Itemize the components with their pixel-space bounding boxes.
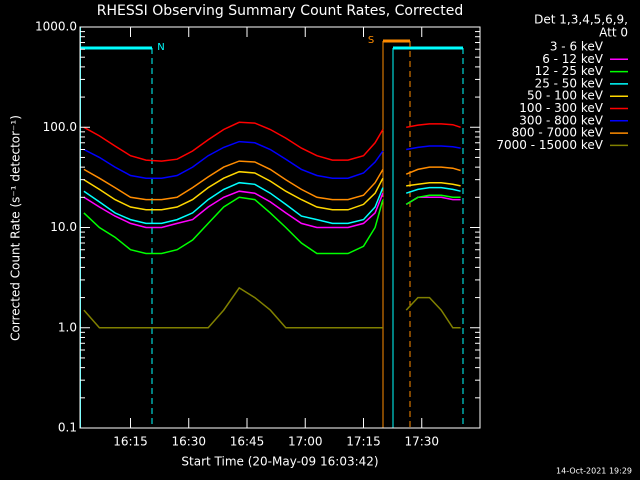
series-line (83, 194, 461, 255)
legend-label: 100 - 300 keV (519, 101, 603, 115)
annotation: N (157, 42, 164, 53)
y-tick-label: 1.0 (58, 320, 77, 334)
footer: 14-Oct-2021 19:29 (556, 467, 632, 476)
legend-header: Att 0 (599, 26, 628, 40)
legend-label: 3 - 6 keV (550, 40, 604, 54)
y-axis-label: Corrected Count Rate (s⁻¹ detector⁻¹) (9, 115, 23, 341)
series-line (83, 286, 461, 329)
x-tick-label: 17:30 (404, 435, 439, 449)
legend-label: 800 - 7000 keV (512, 126, 604, 140)
annotation: S (368, 35, 374, 46)
legend-header: Det 1,3,4,5,6,9, (534, 13, 628, 27)
y-tick-label: 100.0 (43, 120, 77, 134)
legend-label: 12 - 25 keV (535, 64, 604, 78)
y-tick-label: 10.0 (50, 220, 77, 234)
series-line (83, 170, 461, 211)
y-tick-label: 1000.0 (35, 20, 77, 34)
x-tick-label: 16:15 (113, 435, 148, 449)
series-line (83, 160, 461, 201)
y-tick-label: 0.1 (58, 421, 77, 435)
x-tick-label: 16:30 (171, 435, 206, 449)
legend-label: 300 - 800 keV (519, 113, 603, 127)
series-line (83, 181, 461, 225)
legend-label: 50 - 100 keV (527, 89, 604, 103)
legend-label: 6 - 12 keV (542, 52, 604, 66)
x-tick-label: 17:00 (288, 435, 323, 449)
series-line (83, 140, 461, 179)
chart-title: RHESSI Observing Summary Count Rates, Co… (97, 3, 463, 19)
x-tick-label: 16:45 (230, 435, 265, 449)
legend-label: 25 - 50 keV (535, 76, 604, 90)
series-line (83, 121, 461, 162)
legend-label: 7000 - 15000 keV (496, 138, 603, 152)
x-axis-label: Start Time (20-May-09 16:03:42) (181, 455, 378, 469)
x-tick-label: 17:15 (346, 435, 381, 449)
